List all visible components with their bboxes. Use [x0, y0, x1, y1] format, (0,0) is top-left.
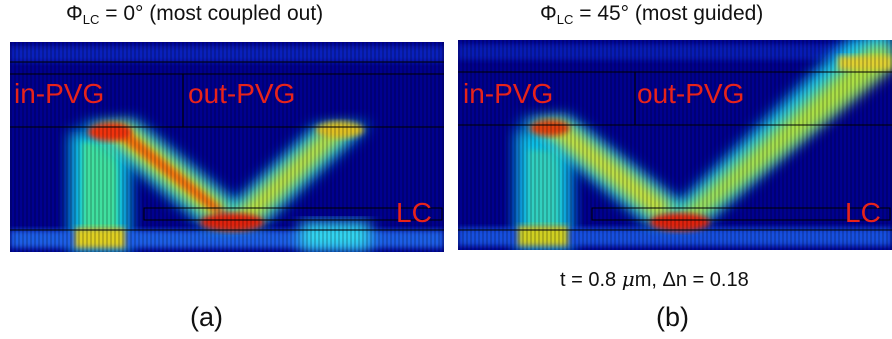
phi-symbol: Φ [66, 2, 83, 25]
panel-a-in-pvg-label: in-PVG [14, 78, 105, 109]
panel-a-title: ΦLC = 0° (most coupled out) [66, 2, 323, 27]
panel-b-title: ΦLC = 45° (most guided) [540, 2, 763, 27]
panel-b-caption: (b) [656, 302, 689, 332]
phi-subscript: LC [82, 12, 100, 27]
thickness-prefix: t = 0.8 [560, 269, 622, 291]
panel-b-out-pvg-label: out-PVG [637, 78, 745, 109]
parameters-suffix: m, Δn = 0.18 [634, 269, 749, 291]
panel-b-field-map [458, 40, 892, 250]
mu-symbol: μ [621, 267, 635, 291]
panel-a-title-text: = 0° (most coupled out) [99, 2, 324, 25]
panel-b-in-pvg-label: in-PVG [463, 78, 554, 109]
panel-a-field-map [10, 42, 444, 252]
phi-subscript: LC [556, 12, 574, 27]
phi-symbol: Φ [540, 2, 557, 25]
panel-b-title-text: = 45° (most guided) [573, 2, 764, 25]
panel-b-lc-label: LC [845, 197, 881, 228]
parameters-text: t = 0.8 μm, Δn = 0.18 [560, 267, 749, 292]
panel-a-field-svg [10, 42, 444, 252]
panel-b-field-svg [458, 40, 892, 250]
panel-a-out-pvg-label: out-PVG [188, 78, 296, 109]
panel-a-caption: (a) [190, 302, 223, 332]
panel-a-lc-label: LC [396, 197, 432, 228]
